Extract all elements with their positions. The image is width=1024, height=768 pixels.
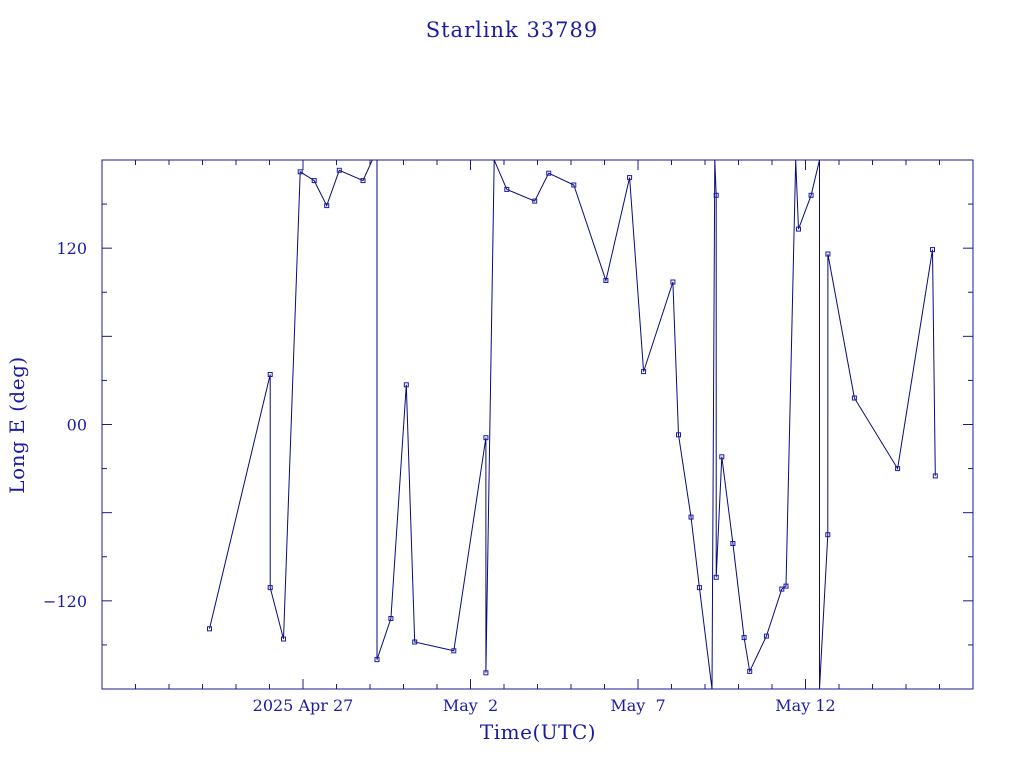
data-point [851,395,857,401]
data-point [267,585,273,591]
y-tick-label: 120 [56,239,87,258]
data-point [670,279,676,285]
data-point [808,192,814,198]
data-point [336,167,342,173]
data-point [451,648,457,654]
data-point [783,583,789,589]
data-point [825,251,831,257]
y-tick-label: 00 [67,416,87,435]
data-point [360,178,366,184]
chart-title: Starlink 33789 [426,18,599,42]
x-tick-label: 2025 Apr 27 [253,696,354,715]
data-point [763,633,769,639]
data-point [603,278,609,283]
data-point [713,192,719,198]
x-axis-ticks [101,160,974,689]
data-point [297,169,303,175]
data-point [932,473,938,479]
data-point [311,178,317,184]
data-point [895,466,901,472]
data-point [412,639,418,645]
data-point [374,657,380,663]
data-point [796,226,801,232]
data-point [676,432,681,438]
data-point [930,247,935,253]
plot-frame [101,159,974,690]
series-line [209,160,936,689]
y-tick-label: −120 [43,592,87,611]
x-axis-title: Time(UTC) [480,720,596,744]
data-point [688,514,694,520]
x-axis-tick-labels: 2025 Apr 27 May 2 May 7 May 12 [253,696,836,715]
data-point [779,586,785,592]
data-point [267,372,273,377]
data-point [483,670,489,676]
data-point [403,382,409,388]
data-point [719,454,725,460]
data-point [324,203,330,209]
marker-layer [207,167,938,676]
series-layer [209,160,936,689]
data-point [741,635,747,641]
data-point [571,182,577,188]
data-point [641,369,647,375]
data-point [730,541,736,546]
y-axis-ticks [102,159,973,690]
data-point [207,626,212,632]
y-axis-tick-labels: 120 00 −120 [43,239,87,611]
x-tick-label: May 2 [443,696,498,715]
data-point [532,198,538,204]
data-point [546,170,552,176]
data-point [825,532,831,538]
data-point [627,175,633,181]
x-tick-label: May 12 [775,696,835,715]
data-point [713,574,719,580]
data-point [747,668,753,674]
data-point [483,435,489,441]
data-point [281,636,286,642]
y-axis-title: Long E (deg) [5,356,29,493]
data-point [504,186,510,192]
data-point [388,616,394,621]
data-point [696,585,702,591]
x-tick-label: May 7 [610,696,665,715]
